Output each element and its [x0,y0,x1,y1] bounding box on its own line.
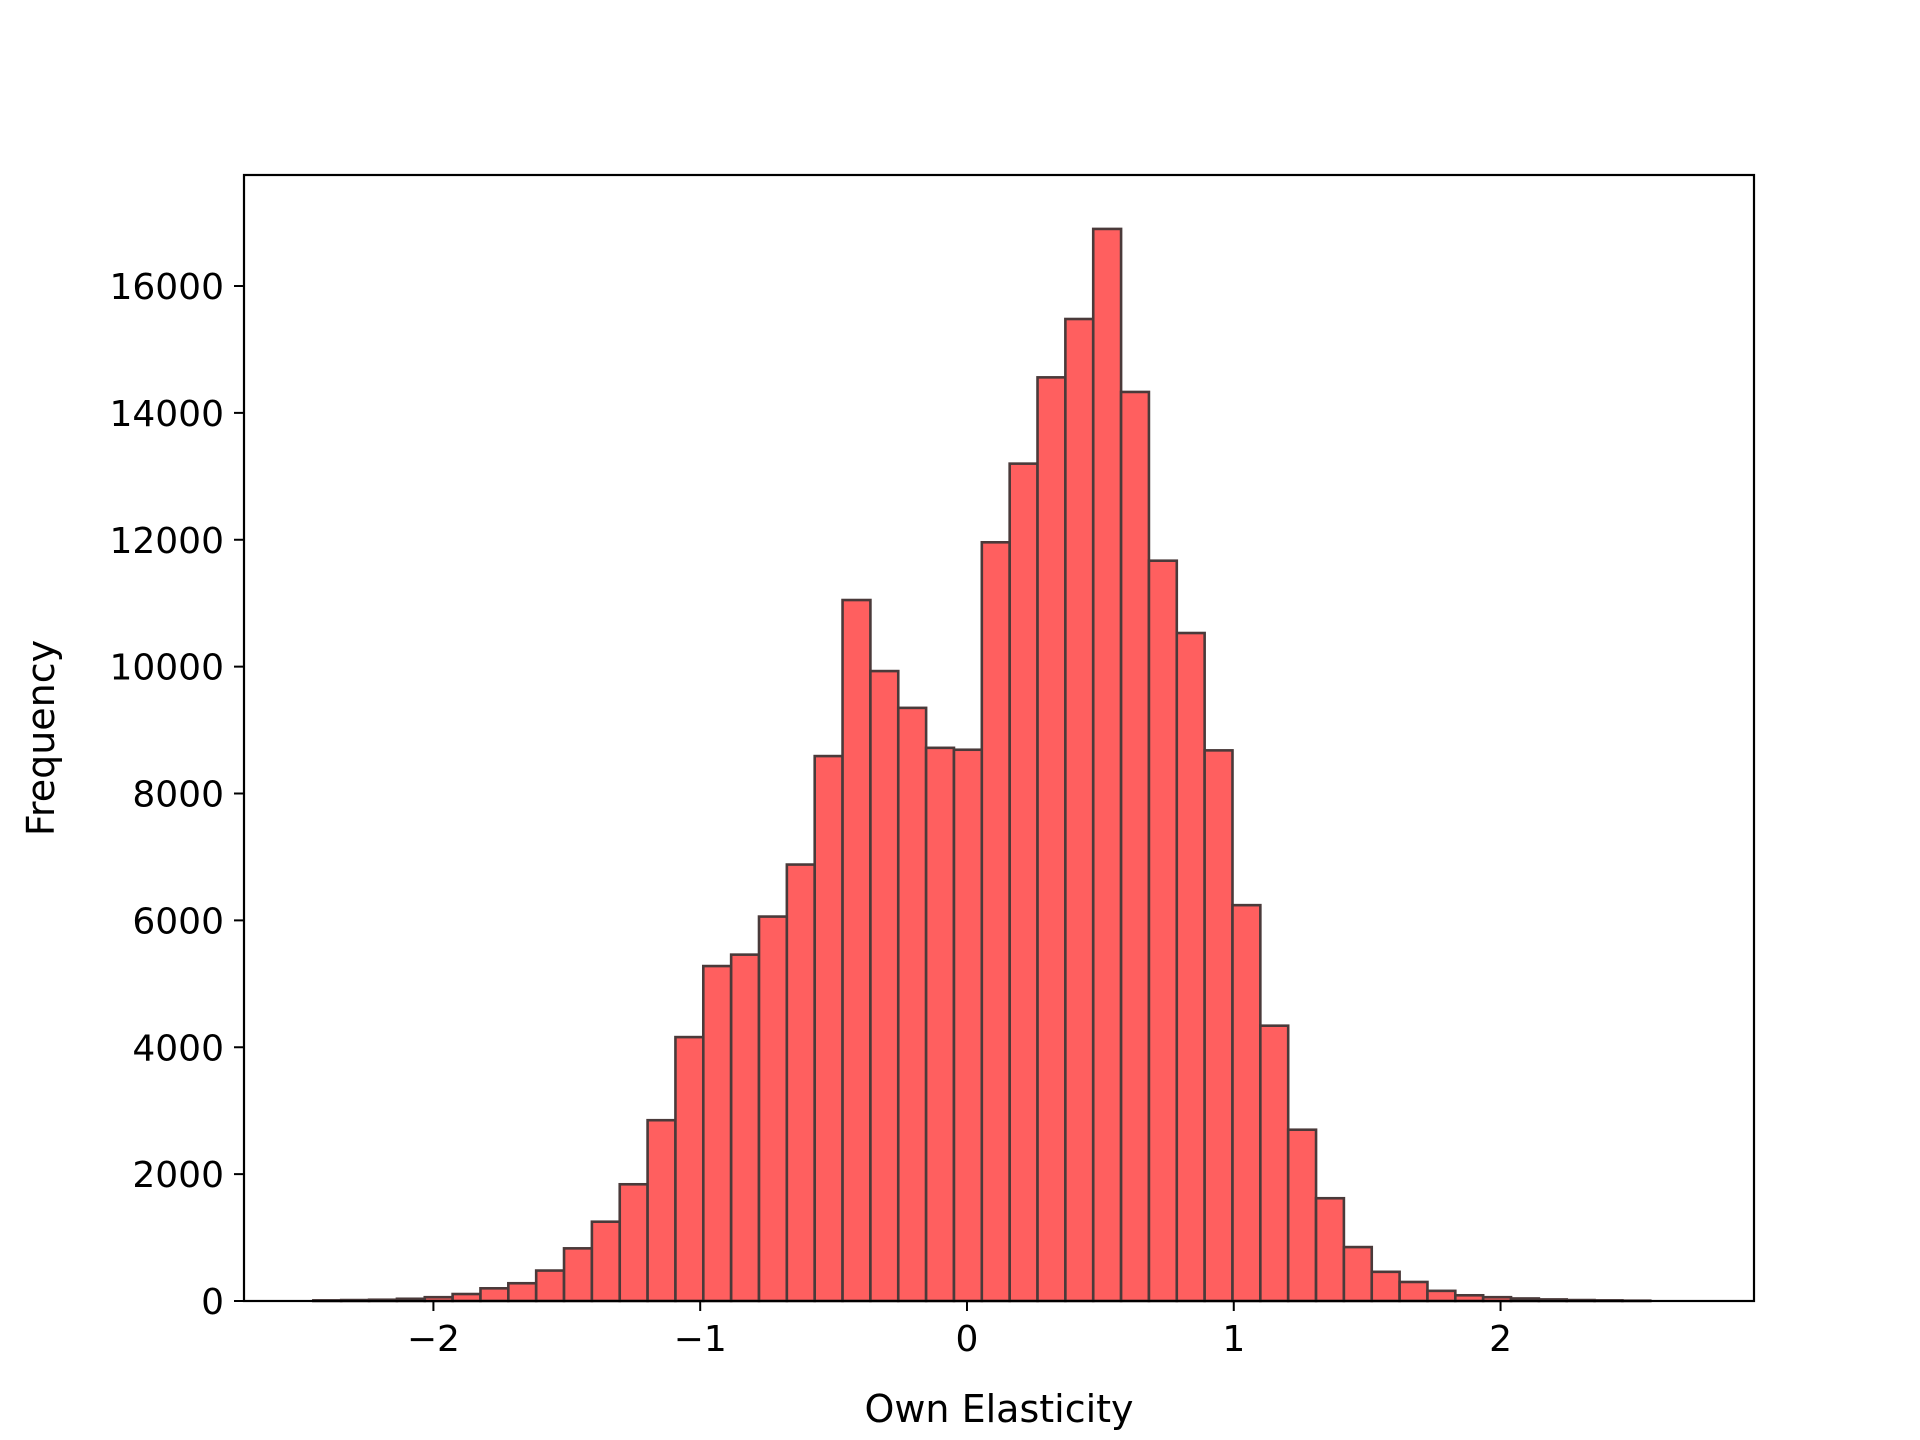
histogram-bar [1259,1024,1290,1303]
histogram-bar [1203,749,1234,1303]
y-tick-label: 0 [201,1282,224,1323]
histogram-bar [729,953,761,1303]
y-tick-label: 8000 [132,775,224,816]
histogram-bar [674,1035,705,1303]
x-tick-label: 0 [956,1319,979,1360]
histogram-bar [534,1269,566,1303]
histogram-bar [590,1220,622,1303]
histogram-bar [952,748,984,1303]
histogram-bar [1147,559,1179,1303]
histogram-bar [1370,1270,1401,1303]
histogram-bar [813,754,844,1303]
histogram-bar [924,746,956,1303]
histogram-bar [701,964,733,1303]
histogram-bar [869,669,900,1303]
y-tick-label: 14000 [109,394,224,435]
histogram-bar [507,1281,538,1303]
x-tick-label: 1 [1222,1319,1245,1360]
y-tick-label: 16000 [109,267,224,308]
y-tick-label: 2000 [132,1155,224,1196]
y-axis-ticks: 0 2000 4000 6000 8000 10000 12000 14000 16000 [109,267,244,1323]
histogram-bar [1342,1245,1374,1303]
y-tick-label: 10000 [109,648,224,689]
histogram-bar [479,1287,510,1303]
histogram-bar [896,706,928,1303]
x-axis-label: Own Elasticity [864,1387,1133,1431]
histogram-bar [980,540,1011,1303]
x-tick-label: 2 [1489,1319,1512,1360]
histogram-bar [646,1118,677,1303]
histogram-bar [1314,1196,1346,1303]
histogram-bar [757,915,789,1303]
histogram-bar [1036,376,1067,1303]
y-tick-label: 12000 [109,521,224,562]
x-axis-ticks: −2 −1 0 1 2 [407,1301,1512,1360]
histogram-bar [1091,227,1123,1303]
y-tick-label: 4000 [132,1028,224,1069]
y-axis-label: Frequency [19,640,63,836]
plot-area-frame [242,173,1756,1303]
x-tick-label: −1 [674,1319,727,1360]
histogram-bar [1231,903,1262,1303]
histogram-bar [562,1247,594,1303]
histogram-bar [1175,631,1206,1303]
bars-layer [312,227,1652,1303]
histogram-bar [841,598,872,1303]
histogram-bar [1398,1280,1429,1303]
x-tick-label: −2 [407,1319,460,1360]
histogram-bar [785,863,817,1303]
histogram-bar [1064,317,1095,1303]
histogram-bar [1286,1128,1318,1303]
y-tick-label: 6000 [132,901,224,942]
histogram-bar [1426,1289,1457,1303]
histogram-bar [1119,390,1151,1303]
histogram-bar [618,1182,649,1303]
histogram-bar [1008,462,1039,1303]
